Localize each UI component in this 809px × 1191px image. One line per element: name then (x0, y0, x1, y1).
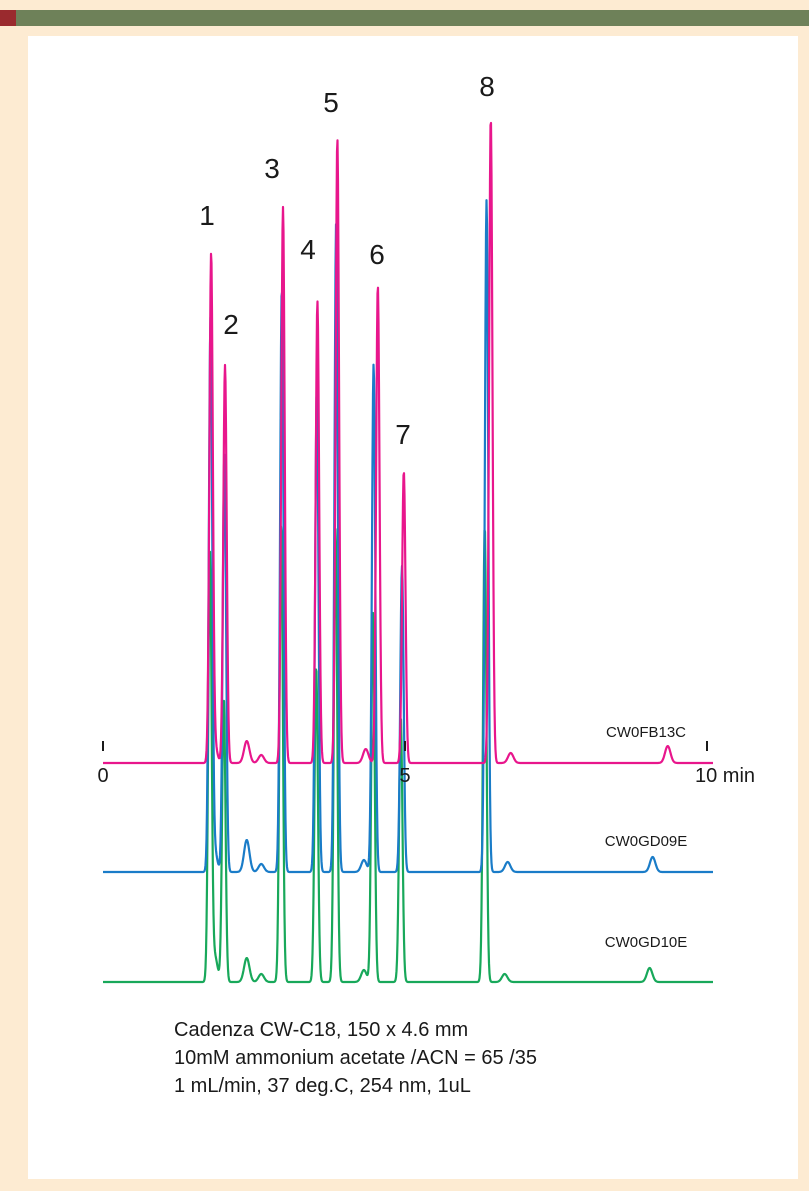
trace-name-2: CW0GD09E (605, 833, 688, 850)
trace-name-1: CW0FB13C (606, 724, 686, 741)
peak-label-7: 7 (395, 419, 411, 450)
peak-label-6: 6 (369, 239, 385, 270)
peak-labels: 1 2 3 4 5 6 7 8 (199, 71, 495, 450)
x-tick-label-0: 0 (97, 765, 108, 787)
x-axis: 0 5 10 min (97, 741, 755, 787)
peak-label-4: 4 (300, 234, 316, 265)
header-accent (0, 10, 16, 26)
x-tick-label-1: 5 (399, 765, 410, 787)
trace-cw0fb13c (102, 121, 714, 765)
peak-label-5: 5 (323, 87, 339, 118)
trace-names: CW0FB13C CW0GD09E CW0GD10E (605, 724, 688, 951)
header-bar (0, 10, 809, 26)
peak-label-3: 3 (264, 153, 280, 184)
peak-label-1: 1 (199, 200, 215, 231)
trace-cw0gd09e (102, 199, 714, 874)
conditions-line-2: 10mM ammonium acetate /ACN = 65 /35 (174, 1047, 537, 1069)
peak-label-8: 8 (479, 71, 495, 102)
method-conditions: Cadenza CW-C18, 150 x 4.6 mm 10mM ammoni… (174, 1016, 537, 1100)
chart-panel (28, 36, 798, 1179)
x-tick-label-2: 10 min (695, 765, 755, 787)
conditions-line-1: Cadenza CW-C18, 150 x 4.6 mm (174, 1019, 469, 1041)
peak-label-2: 2 (223, 309, 239, 340)
trace-cw0gd10e (102, 525, 714, 984)
chromatogram-traces (102, 121, 714, 984)
conditions-line-3: 1 mL/min, 37 deg.C, 254 nm, 1uL (174, 1075, 471, 1097)
trace-name-3: CW0GD10E (605, 934, 688, 951)
